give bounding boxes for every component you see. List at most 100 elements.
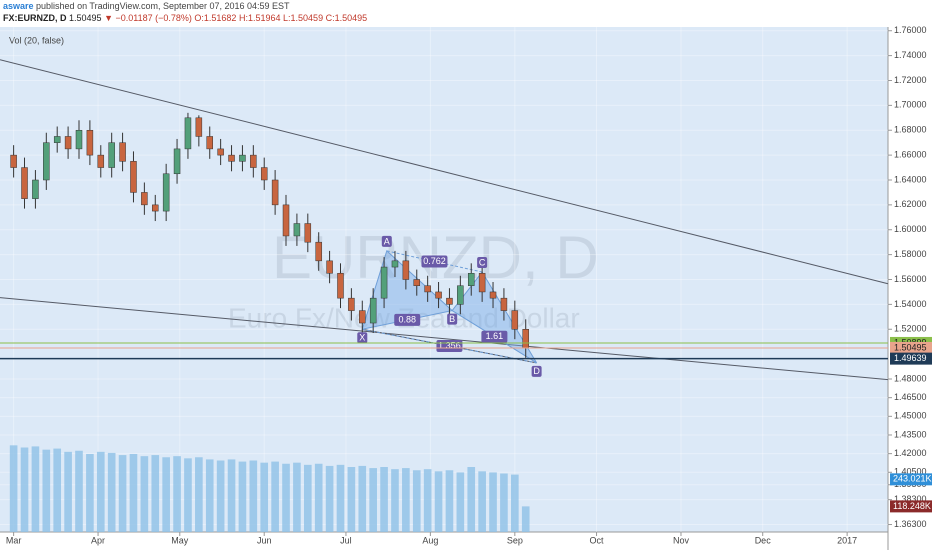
candle-body xyxy=(64,136,72,150)
y-tick-label: 1.60000 xyxy=(894,224,927,234)
candle-body xyxy=(446,297,453,305)
volume-bar xyxy=(336,464,345,532)
volume-bar xyxy=(478,471,486,532)
candle-body xyxy=(130,161,137,193)
volume-bar xyxy=(347,467,356,532)
x-tick-label: Jul xyxy=(340,535,352,545)
candle-body xyxy=(435,291,442,299)
candle-body xyxy=(315,241,322,262)
y-tick-label: 1.76000 xyxy=(894,25,927,35)
low: L:1.50459 xyxy=(283,13,323,23)
candle-body xyxy=(75,129,83,150)
volume-bar xyxy=(173,456,181,532)
candle-body xyxy=(217,148,224,156)
x-tick-label: 2017 xyxy=(837,535,857,545)
header-line-2: FX:EURNZD, D 1.50495 ▼ −0.01187 (−0.78%)… xyxy=(3,13,367,23)
y-tick-label: 1.52000 xyxy=(894,324,927,334)
volume-tag xyxy=(890,473,932,486)
y-tick-label: 1.48000 xyxy=(894,373,927,383)
volume-bar xyxy=(75,450,83,532)
volume-bar xyxy=(249,460,258,532)
volume-bar xyxy=(282,463,290,532)
ratio-label: 1.61 xyxy=(486,331,504,341)
x-tick-label: Dec xyxy=(755,535,772,545)
volume-bar xyxy=(314,463,323,532)
volume-bar xyxy=(118,455,127,532)
candle-body xyxy=(293,223,301,237)
y-tick-label: 1.74000 xyxy=(894,50,927,60)
y-tick-label: 1.72000 xyxy=(894,75,927,85)
volume-bar xyxy=(303,464,312,532)
y-tick-label: 1.70000 xyxy=(894,100,927,110)
y-tick-label: 1.62000 xyxy=(894,199,927,209)
volume-bar xyxy=(216,460,225,532)
volume-bar xyxy=(9,445,18,532)
ratio-box xyxy=(394,313,421,326)
volume-bar xyxy=(391,469,399,532)
volume-tag-label: 118.248K xyxy=(893,501,931,511)
volume-bar xyxy=(271,461,279,532)
pattern-point-label: A xyxy=(384,236,390,246)
volume-bar xyxy=(184,458,192,532)
x-tick-label: Mar xyxy=(6,535,22,545)
x-tick-label: May xyxy=(171,535,189,545)
volume-bar xyxy=(205,459,214,532)
volume-bar xyxy=(107,452,116,532)
candle-body xyxy=(43,142,50,181)
pattern-point-label: X xyxy=(359,333,365,343)
volume-bar xyxy=(402,468,410,532)
candle-body xyxy=(271,179,279,206)
candle-body xyxy=(522,329,529,349)
ratio-box xyxy=(481,330,508,343)
volume-bar xyxy=(260,462,269,532)
candle-body xyxy=(10,154,17,168)
volume-bar xyxy=(140,456,149,532)
volume-tag-label: 243.021K xyxy=(893,474,932,484)
candle-body xyxy=(32,179,39,199)
price-tag xyxy=(890,341,932,354)
candle-body xyxy=(184,117,192,150)
volume-bar xyxy=(42,449,51,532)
candle-body xyxy=(250,154,257,168)
candle-body xyxy=(195,117,203,137)
y-tick-label: 1.43500 xyxy=(894,429,927,439)
trendline xyxy=(0,59,889,285)
price-tag-label: 1.50495 xyxy=(894,342,927,352)
trendline xyxy=(0,297,889,381)
x-tick-label: Sep xyxy=(507,535,523,545)
volume-bar xyxy=(445,470,454,532)
author[interactable]: asware xyxy=(3,1,34,11)
volume-bar xyxy=(423,469,432,532)
candle-body xyxy=(413,279,421,286)
candle-body xyxy=(489,291,497,299)
candle-body xyxy=(457,285,464,305)
volume-tag xyxy=(890,500,932,513)
candle-body xyxy=(97,154,105,168)
price-tag xyxy=(890,352,932,365)
candle-body xyxy=(21,167,28,199)
volume-bar xyxy=(380,467,388,532)
ratio-label: 0.88 xyxy=(398,314,416,324)
y-tick-label: 1.58000 xyxy=(894,249,927,259)
volume-bar xyxy=(162,457,170,532)
pattern-point-label: C xyxy=(479,257,486,267)
x-tick-label: Aug xyxy=(422,535,438,545)
candle-body xyxy=(282,204,290,237)
pattern-point-label: B xyxy=(449,314,455,324)
last-price: 1.50495 xyxy=(69,13,102,23)
volume-bar xyxy=(434,471,443,532)
volume-bar xyxy=(64,451,72,532)
y-tick-label: 1.42000 xyxy=(894,448,927,458)
y-tick-label: 1.45000 xyxy=(894,411,927,421)
y-tick-label: 1.36300 xyxy=(894,519,927,529)
y-tick-label: 1.64000 xyxy=(894,174,927,184)
candle-body xyxy=(141,192,148,206)
candle-body xyxy=(359,310,366,324)
volume-bar xyxy=(456,472,465,532)
candle-body xyxy=(478,273,486,293)
ratio-label: 1.356 xyxy=(438,340,461,350)
candle-body xyxy=(402,260,410,280)
volume-bar xyxy=(129,454,138,532)
candle-body xyxy=(326,260,333,274)
